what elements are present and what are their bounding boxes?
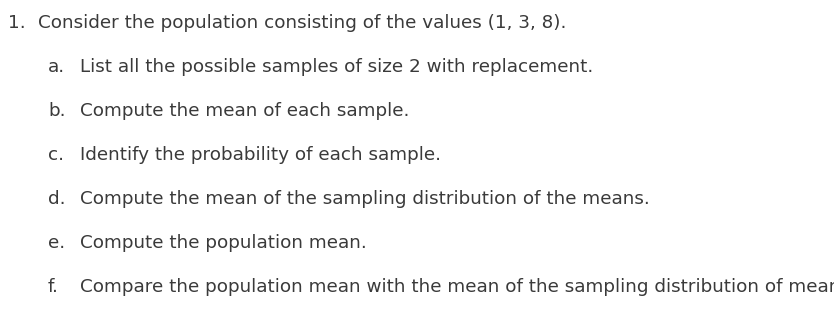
Text: a.: a. — [48, 58, 65, 76]
Text: Consider the population consisting of the values (1, 3, 8).: Consider the population consisting of th… — [38, 14, 566, 32]
Text: List all the possible samples of size 2 with replacement.: List all the possible samples of size 2 … — [80, 58, 593, 76]
Text: Compute the mean of the sampling distribution of the means.: Compute the mean of the sampling distrib… — [80, 190, 650, 208]
Text: c.: c. — [48, 146, 64, 164]
Text: 1.: 1. — [8, 14, 26, 32]
Text: Compute the population mean.: Compute the population mean. — [80, 234, 367, 252]
Text: e.: e. — [48, 234, 65, 252]
Text: f.: f. — [48, 278, 59, 296]
Text: b.: b. — [48, 102, 66, 120]
Text: Compare the population mean with the mean of the sampling distribution of means.: Compare the population mean with the mea… — [80, 278, 834, 296]
Text: Identify the probability of each sample.: Identify the probability of each sample. — [80, 146, 441, 164]
Text: Compute the mean of each sample.: Compute the mean of each sample. — [80, 102, 409, 120]
Text: d.: d. — [48, 190, 66, 208]
